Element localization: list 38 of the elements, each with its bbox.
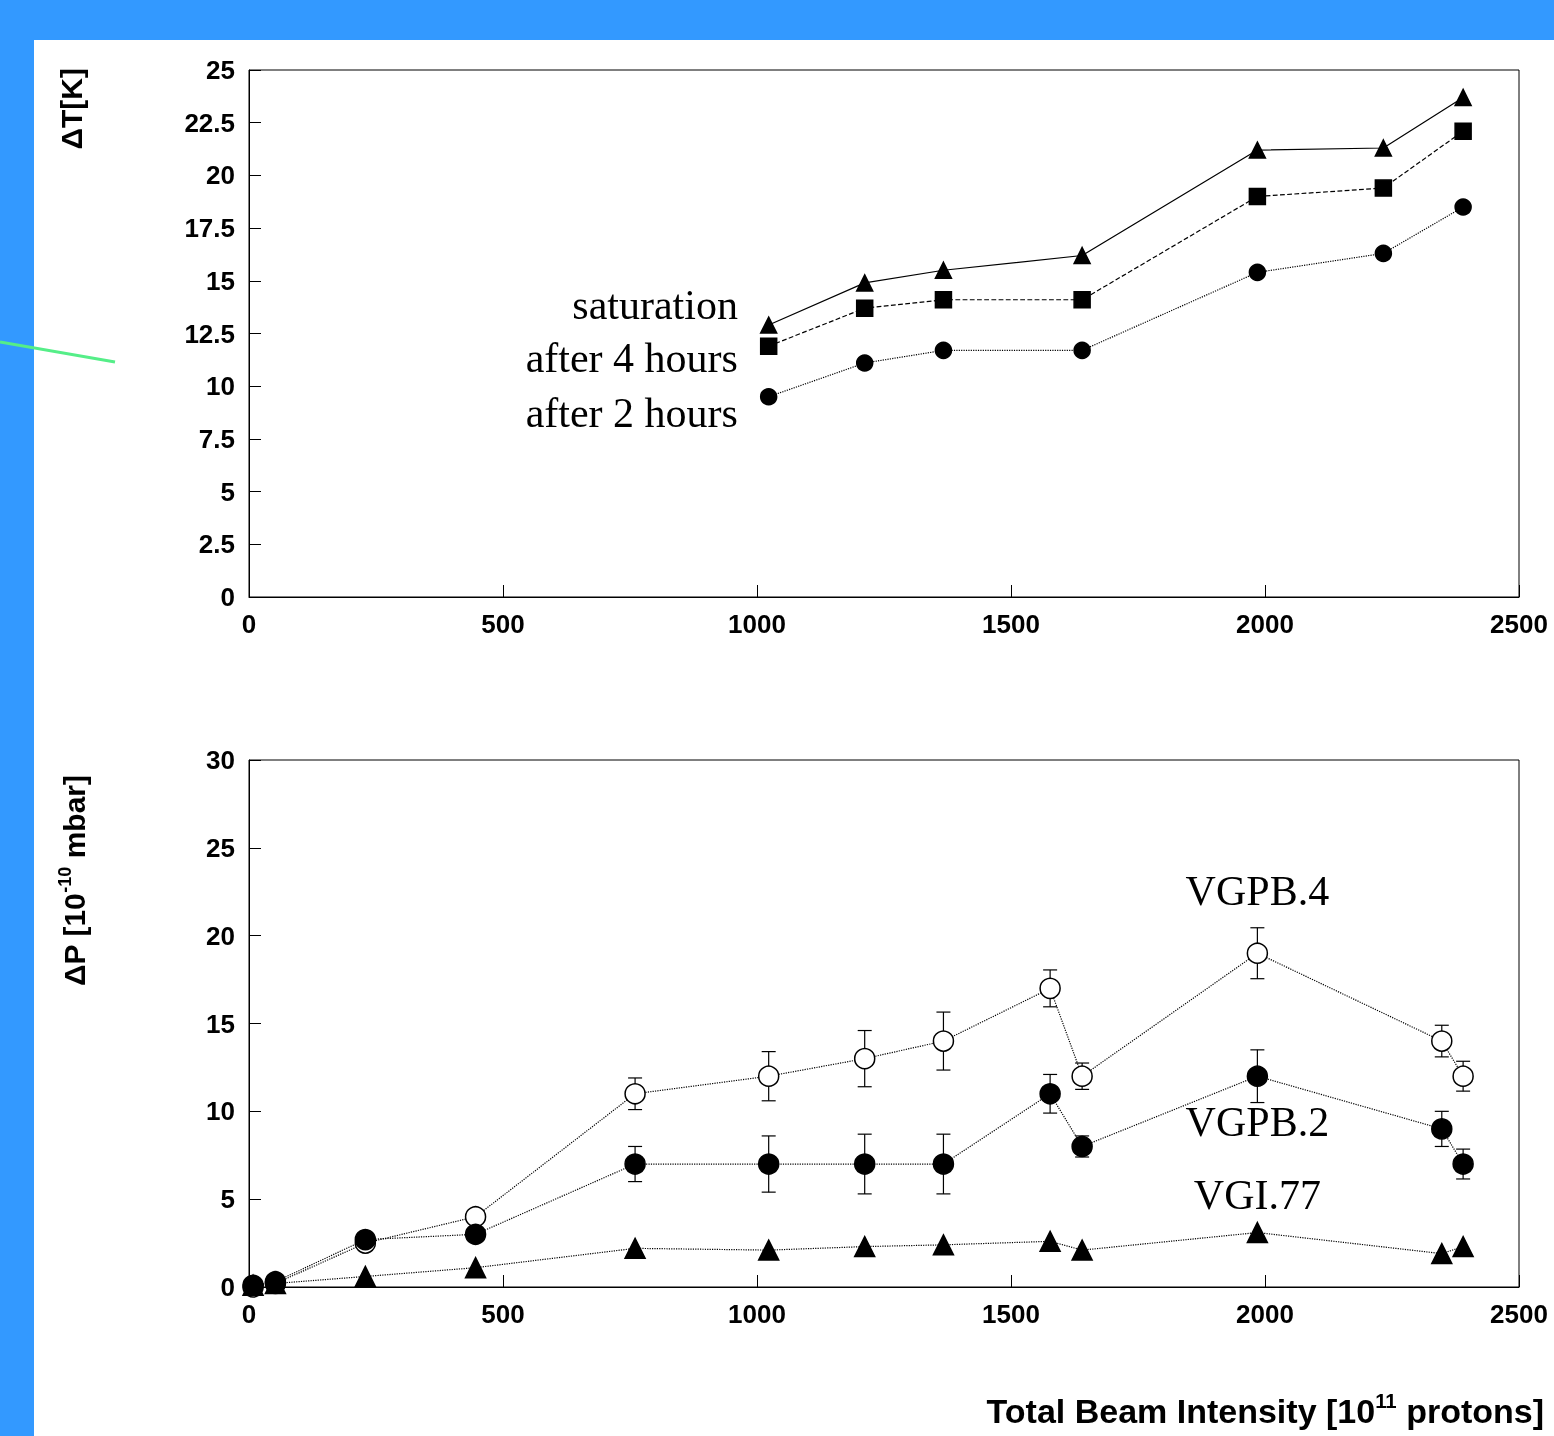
x-tick-label: 500: [481, 609, 525, 639]
y-tick-label: 7.5: [198, 423, 235, 454]
y-tick-label: 0: [220, 1272, 235, 1302]
y-tick-label: 5: [220, 1184, 235, 1215]
series-label: saturation: [572, 282, 738, 329]
y-tick-label: 22.5: [184, 107, 235, 138]
y-tick-label: 20: [206, 160, 235, 191]
x-tick-label: 2000: [1236, 609, 1294, 639]
x-tick-label: 1500: [982, 1299, 1040, 1329]
y-tick-label: 12.5: [184, 318, 235, 349]
y-tick-label: 15: [206, 1008, 235, 1039]
x-tick-label: 2500: [1490, 609, 1548, 639]
y-tick-label: 20: [206, 920, 235, 951]
y-tick-label: 30: [206, 745, 235, 775]
y-tick-label: 2.5: [198, 529, 235, 560]
series-label: VGPB.2: [1185, 1098, 1330, 1145]
x-tick-label: 0: [241, 1299, 257, 1329]
x-tick-label: 1000: [728, 1299, 786, 1329]
y-axis-title: ΔP [10-10 mbar]: [55, 775, 91, 986]
x-tick-label: 1500: [982, 609, 1040, 639]
series-label: VGPB.4: [1185, 868, 1330, 915]
y-tick-label: 25: [206, 832, 235, 863]
y-axis-title: ΔT[K]: [54, 67, 88, 150]
y-tick-label: 25: [206, 55, 235, 85]
x-tick-label: 2000: [1236, 1299, 1294, 1329]
y-tick-label: 15: [206, 265, 235, 296]
series-label: after 2 hours: [525, 389, 738, 436]
y-tick-label: 10: [206, 371, 235, 402]
series-label: VGI.77: [1193, 1171, 1321, 1218]
series-label: after 4 hours: [525, 335, 738, 382]
y-tick-label: 5: [220, 476, 235, 507]
y-tick-label: 0: [220, 582, 235, 612]
y-tick-label: 10: [206, 1096, 235, 1127]
x-tick-label: 1000: [728, 609, 786, 639]
x-tick-label: 500: [481, 1299, 525, 1329]
y-tick-label: 17.5: [184, 213, 235, 244]
x-tick-label: 0: [241, 609, 257, 639]
x-tick-label: 2500: [1490, 1299, 1548, 1329]
